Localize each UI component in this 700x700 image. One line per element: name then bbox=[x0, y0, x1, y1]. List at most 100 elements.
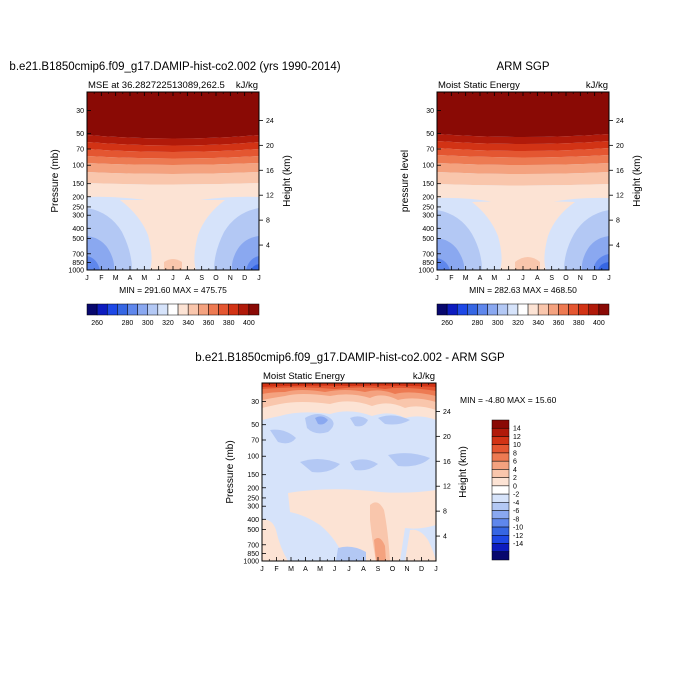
y-tick-label: 500 bbox=[247, 527, 259, 534]
x-tick-label: F bbox=[449, 275, 453, 282]
height-tick-label: 16 bbox=[443, 459, 451, 466]
x-tick-label: M bbox=[288, 566, 294, 573]
x-tick-label: D bbox=[242, 275, 247, 282]
x-tick-label: N bbox=[228, 275, 233, 282]
colorbar-swatch bbox=[537, 303, 549, 316]
colorbar-swatch bbox=[491, 444, 510, 454]
colorbar-tick-label: -8 bbox=[513, 516, 519, 523]
y-tick-label: 1000 bbox=[418, 268, 434, 275]
colorbar-swatch bbox=[467, 303, 478, 316]
colorbar-tick-label: 8 bbox=[513, 450, 517, 457]
right-axis-label: Height (km) bbox=[282, 155, 293, 207]
height-tick-label: 12 bbox=[616, 193, 624, 200]
colorbar-swatch bbox=[106, 303, 118, 316]
colorbar-swatch bbox=[568, 303, 579, 316]
x-tick-label: F bbox=[274, 566, 278, 573]
x-tick-label: S bbox=[549, 275, 554, 282]
x-tick-label: J bbox=[171, 275, 175, 282]
height-tick-labels: 4 8 12 16 20 24 bbox=[259, 118, 274, 250]
min-max-stats: MIN = 291.60 MAX = 475.75 bbox=[119, 285, 227, 295]
height-tick-label: 20 bbox=[443, 434, 451, 441]
colorbar-swatch bbox=[446, 303, 458, 316]
colorbar-tick-label: 380 bbox=[573, 320, 585, 327]
colorbar-swatch bbox=[456, 303, 468, 316]
y-axis-label: Pressure (mb) bbox=[225, 440, 236, 503]
colorbar-tick-label: 0 bbox=[513, 483, 517, 490]
colorbar-swatch bbox=[117, 303, 128, 316]
colorbar-swatch bbox=[598, 303, 610, 316]
colorbar-swatch bbox=[487, 303, 498, 316]
y-tick-label: 400 bbox=[422, 226, 434, 233]
colorbar-swatch bbox=[491, 551, 510, 561]
colorbar-tick-label: 300 bbox=[142, 320, 154, 327]
height-tick-label: 16 bbox=[616, 168, 624, 175]
colorbar-swatch bbox=[491, 485, 510, 495]
colorbar-swatch bbox=[491, 535, 510, 544]
colorbar-tick-label: 280 bbox=[472, 320, 484, 327]
chart-subtitle: MSE at 36.282722513089,262.5 bbox=[88, 80, 225, 91]
colorbar-swatch bbox=[491, 469, 510, 478]
colorbar-tick-label: 360 bbox=[553, 320, 565, 327]
x-tick-label: J bbox=[347, 566, 351, 573]
height-tick-label: 8 bbox=[266, 218, 270, 225]
height-tick-label: 24 bbox=[616, 118, 624, 125]
colorbar-swatch bbox=[558, 303, 569, 316]
y-tick-label: 400 bbox=[72, 226, 84, 233]
colorbar-tick-label: -6 bbox=[513, 508, 519, 515]
colorbar: 260 280 300 320 340 360 380 400 bbox=[86, 303, 260, 327]
height-tick-label: 4 bbox=[616, 243, 620, 250]
y-tick-label: 150 bbox=[247, 472, 259, 479]
y-tick-label: 200 bbox=[247, 485, 259, 492]
units-label: kJ/kg bbox=[413, 371, 435, 382]
y-tick-label: 300 bbox=[422, 213, 434, 220]
field-layer bbox=[437, 92, 609, 270]
colorbar-swatch bbox=[491, 543, 510, 553]
x-tick-label: F bbox=[99, 275, 103, 282]
x-tick-label: A bbox=[303, 566, 308, 573]
x-tick-label: M bbox=[491, 275, 497, 282]
colorbar-swatch bbox=[147, 303, 159, 316]
x-tick-label: J bbox=[333, 566, 337, 573]
y-tick-label: 70 bbox=[426, 147, 434, 154]
x-tick-label: N bbox=[404, 566, 409, 573]
colorbar-swatch bbox=[491, 460, 510, 470]
colorbar-tick-label: 4 bbox=[513, 467, 517, 474]
colorbar-tick-label: -10 bbox=[513, 525, 523, 532]
colorbar-swatch bbox=[578, 303, 590, 316]
y-tick-label: 1000 bbox=[68, 268, 84, 275]
y-tick-label: 200 bbox=[72, 194, 84, 201]
x-tick-label: N bbox=[578, 275, 583, 282]
y-tick-label: 850 bbox=[72, 260, 84, 267]
height-tick-labels: 4 8 12 16 20 24 bbox=[609, 118, 624, 250]
height-tick-label: 12 bbox=[266, 193, 274, 200]
colorbar-swatch bbox=[548, 303, 559, 316]
colorbar-swatch bbox=[491, 427, 510, 437]
y-tick-label: 850 bbox=[247, 551, 259, 558]
colorbar: 260 280 300 320 340 360 380 400 bbox=[436, 303, 610, 327]
y-tick-label: 50 bbox=[76, 131, 84, 138]
y-tick-label: 250 bbox=[72, 204, 84, 211]
y-tick-label: 850 bbox=[422, 260, 434, 267]
height-tick-labels: 4 8 12 16 20 24 bbox=[436, 409, 451, 541]
y-tick-label: 500 bbox=[72, 236, 84, 243]
units-label: kJ/kg bbox=[236, 80, 258, 91]
x-tick-label: O bbox=[563, 275, 569, 282]
x-tick-label: M bbox=[113, 275, 119, 282]
x-tick-label: S bbox=[199, 275, 204, 282]
y-axis-label: pressure level bbox=[400, 150, 411, 212]
y-tick-label: 700 bbox=[422, 251, 434, 258]
height-tick-label: 8 bbox=[443, 509, 447, 516]
x-tick-label: J bbox=[257, 275, 261, 282]
height-tick-label: 20 bbox=[616, 143, 624, 150]
y-tick-label: 50 bbox=[426, 131, 434, 138]
colorbar-swatch bbox=[491, 493, 510, 503]
colorbar-swatch bbox=[157, 303, 169, 316]
panel-difference: b.e21.B1850cmip6.f09_g17.DAMIP-hist-co2.… bbox=[195, 352, 556, 573]
colorbar-tick-label: 380 bbox=[223, 320, 235, 327]
colorbar-swatch bbox=[96, 303, 108, 316]
chart-title: b.e21.B1850cmip6.f09_g17.DAMIP-hist-co2.… bbox=[195, 352, 505, 364]
height-tick-label: 4 bbox=[443, 534, 447, 541]
colorbar-swatch bbox=[491, 419, 510, 429]
